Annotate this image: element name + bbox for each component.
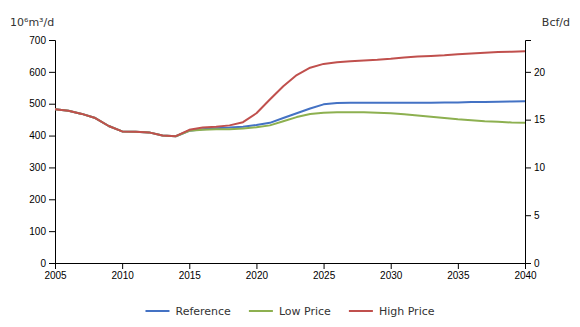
tick-mark (49, 231, 55, 232)
legend-label: High Price (379, 305, 435, 318)
y-axis-label: 10⁶m³/d (10, 16, 54, 29)
legend-item: Reference (145, 305, 231, 318)
tick-label: 200 (29, 194, 46, 205)
tick: 0 (525, 258, 540, 269)
tick-label: 15 (534, 114, 546, 125)
tick-mark (324, 263, 325, 269)
legend: Reference Low Price High Price (145, 305, 434, 318)
tick-mark (49, 199, 55, 200)
tick-label: 2030 (380, 270, 403, 281)
tick: 15 (525, 114, 546, 125)
tick-label: 600 (29, 67, 46, 78)
tick: 0 (40, 258, 55, 269)
tick-mark (49, 72, 55, 73)
tick-mark (49, 104, 55, 105)
tick-mark (525, 263, 531, 264)
tick-label: 700 (29, 35, 46, 46)
y2-axis-label: Bcf/d (542, 16, 570, 29)
series-line (55, 51, 525, 136)
tick-label: 2015 (179, 270, 202, 281)
tick-mark (525, 167, 531, 168)
tick-label: 2005 (44, 270, 67, 281)
tick-mark (391, 263, 392, 269)
tick: 2030 (380, 263, 403, 281)
tick: 600 (29, 67, 55, 78)
x-axis: 2005 2010 2015 2020 2025 2030 2035 2040 (44, 263, 537, 281)
legend-swatch (349, 310, 373, 312)
tick: 2025 (313, 263, 336, 281)
tick-mark (122, 263, 123, 269)
tick-label: 2035 (447, 270, 470, 281)
tick-mark (49, 40, 55, 41)
tick-label: 0 (534, 258, 540, 269)
legend-swatch (249, 310, 273, 312)
tick-label: 500 (29, 98, 46, 109)
tick: 2015 (179, 263, 202, 281)
tick-mark (49, 136, 55, 137)
tick-label: 400 (29, 130, 46, 141)
tick: 20 (525, 67, 546, 78)
tick-label: 2040 (514, 270, 537, 281)
chart: 2005201020152020202520302035204001002003… (0, 0, 580, 327)
tick: 2005 (44, 263, 67, 281)
tick-label: 5 (534, 210, 540, 221)
legend-item: High Price (349, 305, 435, 318)
tick: 2035 (447, 263, 470, 281)
tick-label: 300 (29, 162, 46, 173)
plot-area (55, 51, 525, 136)
tick: 700 (29, 35, 55, 46)
legend-item: Low Price (249, 305, 331, 318)
tick: 400 (29, 130, 55, 141)
tick-mark (49, 167, 55, 168)
tick-label: 100 (29, 226, 46, 237)
tick-mark (525, 120, 531, 121)
tick-label: 0 (40, 258, 46, 269)
tick-label: 10 (534, 162, 546, 173)
tick: 100 (29, 226, 55, 237)
tick: 200 (29, 194, 55, 205)
tick-mark (458, 263, 459, 269)
tick: 2010 (112, 263, 135, 281)
tick: 5 (525, 210, 540, 221)
tick: 500 (29, 98, 55, 109)
axis-line (49, 41, 56, 264)
tick-label: 2025 (313, 270, 336, 281)
legend-label: Reference (175, 305, 231, 318)
legend-swatch (145, 310, 169, 312)
tick-label: 20 (534, 67, 546, 78)
tick: 10 (525, 162, 546, 173)
tick-label: 2010 (112, 270, 135, 281)
tick-mark (189, 263, 190, 269)
y2-axis: 0 5 10 15 20 (525, 41, 546, 269)
y-axis: 0 100 200 300 400 500 600 700 (29, 35, 55, 269)
axis-line (526, 41, 532, 264)
tick: 2020 (246, 263, 269, 281)
tick-label: 2020 (246, 270, 269, 281)
tick: 300 (29, 162, 55, 173)
tick-mark (525, 72, 531, 73)
tick-mark (49, 263, 55, 264)
legend-label: Low Price (279, 305, 331, 318)
tick-mark (525, 215, 531, 216)
axis-line (56, 264, 526, 270)
tick-mark (256, 263, 257, 269)
